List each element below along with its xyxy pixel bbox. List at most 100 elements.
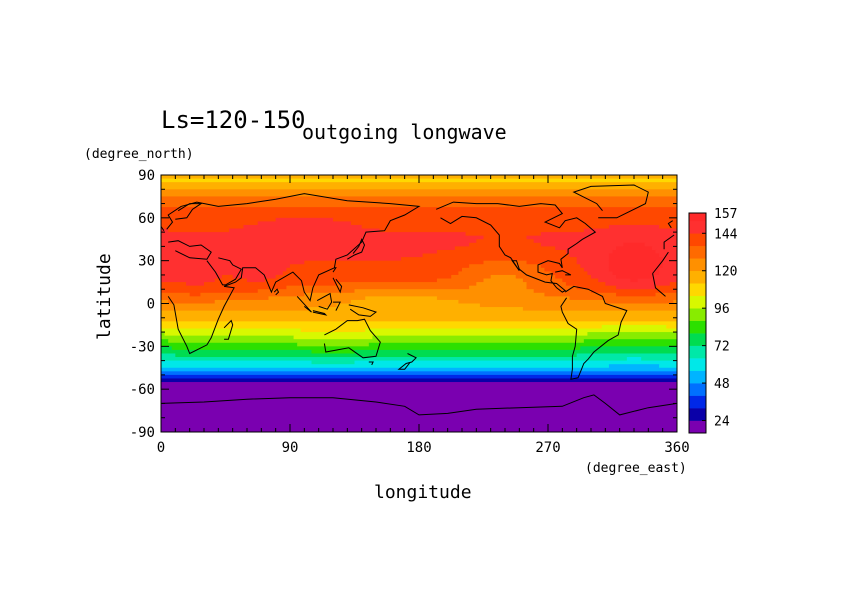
heatmap-cell [214, 299, 352, 305]
y-axis-label: latitude [94, 253, 115, 340]
heatmap-cell [297, 342, 370, 347]
coastline-segment [572, 184, 649, 219]
coastline-segment [168, 240, 212, 260]
coastline-segment [312, 310, 328, 316]
x-tick-label: 360 [664, 440, 689, 456]
heatmap-cell [436, 249, 567, 255]
heatmap-cell [591, 289, 677, 294]
y-tick-label: 30 [138, 254, 155, 270]
heatmap-cell [247, 278, 266, 283]
heatmap-cell [526, 260, 578, 265]
heatmap-cell [591, 274, 617, 280]
heatmap-cell [161, 182, 677, 187]
heatmap-cell [333, 217, 677, 222]
heatmap-cell [161, 389, 677, 394]
heatmap-cell [186, 282, 205, 287]
colorbar-swatch [689, 383, 706, 396]
heatmap-cell [221, 274, 234, 280]
heatmap-cell [161, 203, 677, 208]
heatmap-cell [526, 235, 677, 240]
heatmap-cell [544, 292, 617, 297]
heatmap-cell [161, 224, 245, 230]
heatmap-cell [161, 246, 456, 251]
colorbar-swatch [689, 408, 706, 421]
heatmap-cell [583, 267, 610, 272]
heatmap-cell [659, 267, 677, 272]
coastline-segment [316, 292, 333, 310]
heatmap-cell [161, 417, 677, 422]
colorbar-swatch [689, 358, 706, 371]
heatmap-cell [605, 282, 671, 287]
coastline-segment [347, 238, 366, 260]
coastline-segment [652, 273, 666, 297]
heatmap-cell [161, 385, 677, 390]
coastline-segment [436, 201, 597, 293]
heatmap-cell [161, 378, 677, 383]
heatmap-cell [354, 289, 535, 294]
heatmap-cell [161, 253, 424, 258]
heatmap-cell [161, 260, 305, 265]
chart-title-left: Ls=120-150 [161, 106, 306, 134]
heatmap-cell [601, 324, 667, 330]
colorbar-swatch [689, 233, 706, 247]
heatmap-cell [229, 228, 381, 233]
heatmap-cell [161, 292, 191, 297]
heatmap-cell [616, 292, 657, 297]
heatmap-cell [401, 257, 578, 262]
heatmap-cell [161, 214, 677, 219]
colorbar-tick-label: 72 [714, 340, 730, 355]
heatmap-cell [483, 235, 528, 240]
x-axis-label: longitude [374, 482, 472, 503]
heatmap-cell [161, 399, 677, 405]
heatmap-cell [612, 271, 660, 276]
colorbar-swatch [689, 333, 706, 346]
heatmap-cell [161, 267, 288, 272]
heatmap-cell [307, 307, 524, 312]
coastline-segment [206, 257, 242, 286]
heatmap-cell [161, 189, 677, 194]
y-tick-label: 60 [138, 211, 155, 227]
colorbar-swatch [689, 283, 706, 296]
heatmap-cell [354, 360, 677, 365]
heatmap-cell [304, 260, 485, 265]
colorbar-swatch [689, 345, 706, 359]
colorbar-swatch [689, 370, 706, 384]
heatmap-cell [161, 364, 610, 369]
heatmap-cell [483, 260, 528, 265]
heatmap-cell [469, 242, 542, 247]
y-tick-label: -90 [130, 425, 155, 441]
colorbar-tick-label: 96 [714, 302, 730, 317]
heatmap-cell [641, 357, 677, 362]
heatmap-cell [651, 274, 677, 280]
heatmap-cell [608, 267, 660, 272]
colorbar-swatch [689, 220, 706, 234]
heatmap-cell [161, 207, 677, 212]
heatmap-cell [644, 242, 677, 247]
y-tick-label: 0 [147, 297, 155, 313]
heatmap-cell [659, 224, 677, 230]
heatmap-cell [669, 282, 677, 287]
heatmap-cell [311, 349, 356, 355]
heatmap-cell [576, 285, 617, 290]
heatmap-cell [565, 249, 614, 255]
x-tick-label: 270 [535, 440, 560, 456]
heatmap-cell [257, 289, 356, 294]
coastline-segment [555, 270, 572, 276]
heatmap-cell [311, 360, 356, 365]
colorbar-swatch [689, 320, 706, 334]
heatmap-cell [580, 264, 610, 269]
x-tick-label: 90 [282, 440, 299, 456]
heatmap-cell [161, 353, 176, 358]
colorbar-tick-label: 144 [714, 227, 738, 242]
heatmap-cell [608, 257, 664, 262]
heatmap-cell [282, 271, 460, 276]
heatmap-cell [161, 321, 677, 326]
colorbar-swatch [689, 295, 706, 309]
heatmap-cell [161, 257, 402, 262]
x-axis-units: (degree_east) [585, 461, 687, 476]
heatmap-cell [161, 228, 169, 233]
heatmap-cell [161, 192, 677, 198]
heatmap-cell [161, 303, 338, 308]
heatmap-cell [304, 292, 546, 297]
heatmap-cell [569, 296, 677, 301]
